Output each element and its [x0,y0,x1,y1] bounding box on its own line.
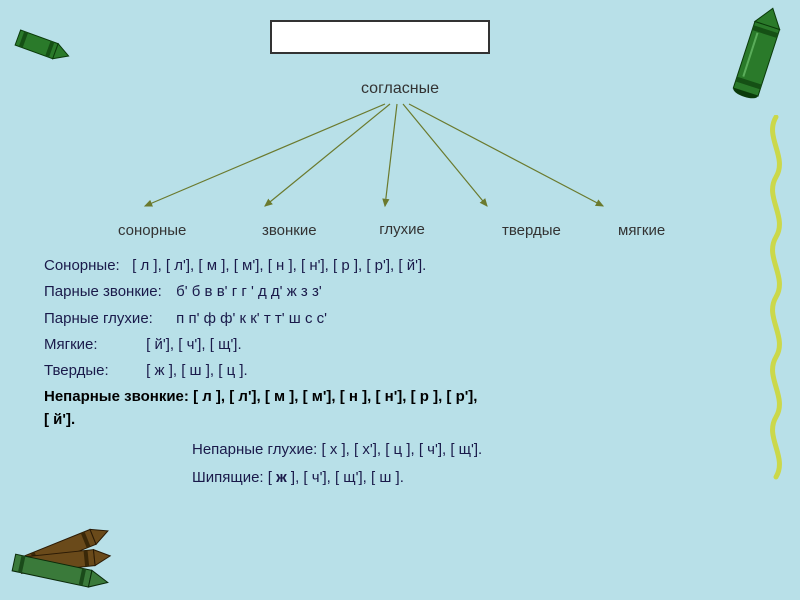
row-sibilant: Шипящие: [ ж ], [ ч'], [ щ'], [ ш ]. [192,468,740,488]
row-sonor: Сонорные: [ л ], [ л'], [ м ], [ м'], [ … [44,256,740,276]
unpaired-voiced-text: [ л ], [ л'], [ м ], [ м'], [ н ], [ н']… [193,388,477,405]
crayon-pile-icon [6,494,136,594]
branch-voiceless: глухие [374,222,430,237]
title-box [270,20,490,54]
row-hard: Твердые: [ ж ], [ ш ], [ ц ]. [44,361,740,381]
row-pair-voiced: Парные звонкие: б' б в в' г г ' д д' ж з… [44,282,740,302]
content: Сонорные: [ л ], [ л'], [ м ], [ м'], [ … [44,256,740,494]
branch-hard: твердые [502,222,561,239]
sonor-text: [ л ], [ л'], [ м ], [ м'], [ н ], [ н']… [132,257,426,274]
row-pair-voiceless: Парные глухие: п п' ф ф' к к' т т' ш с с… [44,309,740,329]
row-unpaired-voiced: Непарные звонкие: [ л ], [ л'], [ м ], [… [44,387,740,407]
sibilant-bold: ж [276,469,287,486]
branch-soft: мягкие [618,222,665,239]
sibilant-text-b: ], [ ч'], [ щ'], [ ш ]. [287,469,404,486]
soft-label: Мягкие: [44,335,142,355]
row-unpaired-voiced-2: [ й']. [44,410,740,430]
unpaired-voiceless-label: Непарные глухие: [192,440,317,460]
sibilant-text-a: [ [268,469,276,486]
squiggle-icon [762,115,792,485]
branch-voiced: звонкие [262,222,317,239]
pair-voiced-text: б' б в в' г г ' д д' ж з з' [176,283,322,300]
row-unpaired-voiceless: Непарные глухие: [ х ], [ х'], [ ц ], [ … [192,440,740,460]
sonor-label: Сонорные: [44,256,128,276]
crayon-top-left-icon [6,12,76,82]
hard-text: [ ж ], [ ш ], [ ц ]. [146,362,248,379]
center-label: согласные [361,80,439,98]
unpaired-voiced-label: Непарные звонкие: [44,387,189,407]
branch-arrows [135,102,675,212]
sibilant-label: Шипящие: [192,468,264,488]
branch-sonor: сонорные [118,222,186,239]
crayon-top-right-icon [718,4,798,104]
unpaired-voiced-text2: [ й']. [44,411,75,428]
soft-text: [ й'], [ ч'], [ щ']. [146,336,241,353]
unpaired-voiceless-text: [ х ], [ х'], [ ц ], [ ч'], [ щ']. [322,441,483,458]
pair-voiced-label: Парные звонкие: [44,282,172,302]
pair-voiceless-label: Парные глухие: [44,309,172,329]
pair-voiceless-text: п п' ф ф' к к' т т' ш с с' [176,310,327,327]
hard-label: Твердые: [44,361,142,381]
row-soft: Мягкие: [ й'], [ ч'], [ щ']. [44,335,740,355]
slide: согласные сонорные звонкие глухие тверды… [0,0,800,600]
